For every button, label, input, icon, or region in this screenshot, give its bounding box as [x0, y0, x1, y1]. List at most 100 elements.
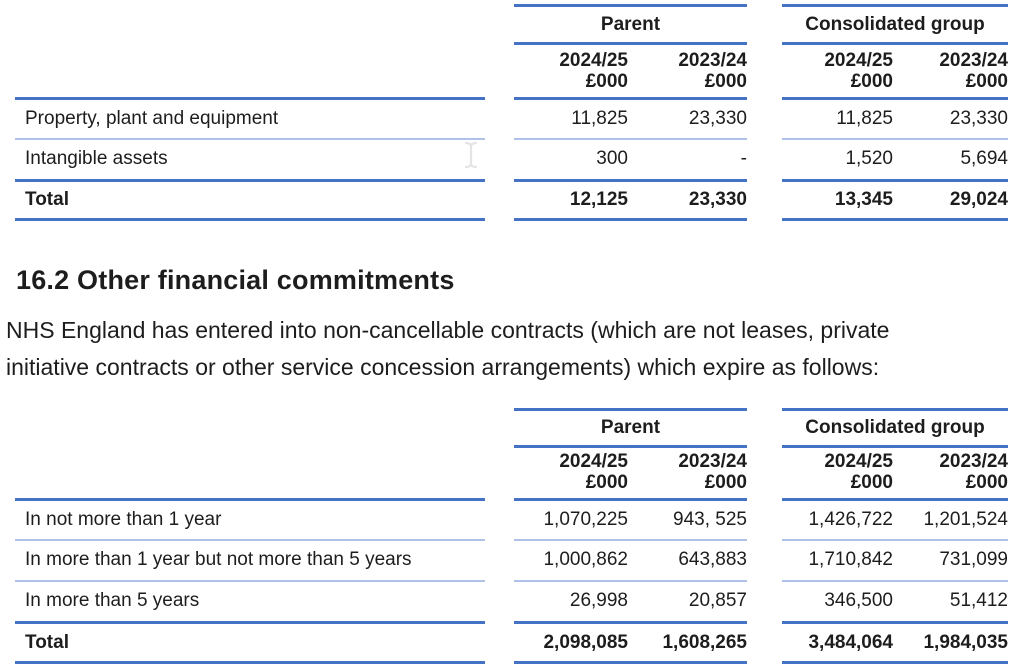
cell-value: 300 — [514, 138, 628, 182]
gap-spacer — [485, 623, 514, 663]
cell-value: 1,000,862 — [514, 539, 628, 582]
section-heading: 16.2 Other financial commitments — [16, 265, 455, 295]
gap-spacer — [485, 181, 514, 220]
gap-spacer — [747, 99, 782, 139]
stub-spacer — [15, 43, 485, 100]
gap-spacer — [747, 6, 782, 44]
year-label: 2024/25 — [559, 451, 628, 472]
gap-spacer — [485, 6, 514, 44]
total-row: Total 2,098,085 1,608,265 3,484,064 1,98… — [15, 622, 1008, 664]
cell-value: 1,070,225 — [514, 499, 628, 541]
cell-value: 943, 525 — [628, 499, 747, 541]
row-label: In more than 5 years — [15, 580, 485, 624]
total-value: 3,484,064 — [782, 622, 893, 664]
group-header-row: Parent Consolidated group — [15, 408, 1008, 448]
gap-spacer — [747, 581, 782, 623]
gap-spacer — [485, 44, 514, 99]
cell-value: - — [628, 138, 747, 182]
group-header-parent: Parent — [514, 4, 747, 45]
total-label: Total — [15, 622, 485, 664]
gap-spacer — [747, 623, 782, 663]
column-header-row: 2024/25 £000 2023/24 £000 2024/25 £000 2… — [15, 43, 1008, 100]
year-label: 2023/24 — [678, 451, 747, 472]
unit-label: £000 — [850, 472, 893, 493]
gap-spacer — [747, 44, 782, 99]
stub-spacer — [15, 446, 485, 501]
table-row: Property, plant and equipment 11,825 23,… — [15, 98, 1008, 140]
cell-value: 23,330 — [628, 98, 747, 140]
gap-spacer — [485, 581, 514, 623]
total-value: 1,608,265 — [628, 622, 747, 664]
year-label: 2024/25 — [824, 451, 893, 472]
column-header-group-prior: 2023/24 £000 — [893, 446, 1008, 501]
row-label: In more than 1 year but not more than 5 … — [15, 539, 485, 582]
total-value: 1,984,035 — [893, 622, 1008, 664]
group-header-consolidated: Consolidated group — [782, 4, 1008, 45]
gap-spacer — [747, 181, 782, 220]
gap-spacer — [485, 410, 514, 447]
gap-spacer — [485, 540, 514, 581]
gap-spacer — [485, 500, 514, 540]
cell-value: 51,412 — [893, 580, 1008, 624]
gap-spacer — [747, 540, 782, 581]
table-row: In more than 5 years 26,998 20,857 346,5… — [15, 580, 1008, 624]
total-value: 2,098,085 — [514, 622, 628, 664]
gap-spacer — [485, 99, 514, 139]
stub-spacer — [15, 410, 485, 447]
gap-spacer — [485, 447, 514, 500]
gap-spacer — [747, 139, 782, 181]
total-value: 23,330 — [628, 180, 747, 221]
total-row: Total 12,125 23,330 13,345 29,024 — [15, 180, 1008, 221]
cell-value: 1,520 — [782, 138, 893, 182]
cell-value: 731,099 — [893, 539, 1008, 582]
unit-label: £000 — [585, 71, 628, 92]
row-label: Property, plant and equipment — [15, 98, 485, 140]
gap-spacer — [485, 139, 514, 181]
other-financial-commitments-table: Parent Consolidated group 2024/25 £000 2… — [15, 408, 1008, 664]
cell-value: 1,426,722 — [782, 499, 893, 541]
column-header-row: 2024/25 £000 2023/24 £000 2024/25 £000 2… — [15, 446, 1008, 501]
table-row: In more than 1 year but not more than 5 … — [15, 539, 1008, 582]
row-label: Intangible assets — [15, 138, 485, 182]
group-header-consolidated: Consolidated group — [782, 408, 1008, 448]
stub-spacer — [15, 6, 485, 44]
cell-value: 346,500 — [782, 580, 893, 624]
total-value: 29,024 — [893, 180, 1008, 221]
cell-value: 26,998 — [514, 580, 628, 624]
column-header-group-current: 2024/25 £000 — [782, 446, 893, 501]
year-label: 2023/24 — [939, 50, 1008, 71]
unit-label: £000 — [965, 472, 1008, 493]
capital-commitments-table: Parent Consolidated group 2024/25 £000 2… — [15, 4, 1008, 221]
column-header-group-prior: 2023/24 £000 — [893, 43, 1008, 100]
column-header-group-current: 2024/25 £000 — [782, 43, 893, 100]
column-header-parent-prior: 2023/24 £000 — [628, 446, 747, 501]
paragraph-line: NHS England has entered into non-cancell… — [6, 317, 890, 343]
unit-label: £000 — [704, 71, 747, 92]
cell-value: 1,710,842 — [782, 539, 893, 582]
cell-value: 20,857 — [628, 580, 747, 624]
cell-value: 643,883 — [628, 539, 747, 582]
group-header-parent: Parent — [514, 408, 747, 448]
unit-label: £000 — [704, 472, 747, 493]
total-value: 13,345 — [782, 180, 893, 221]
unit-label: £000 — [585, 472, 628, 493]
unit-label: £000 — [850, 71, 893, 92]
column-header-parent-current: 2024/25 £000 — [514, 446, 628, 501]
paragraph-line: initiative contracts or other service co… — [6, 354, 880, 380]
body-paragraph: NHS England has entered into non-cancell… — [6, 312, 1024, 386]
table-row: Intangible assets 300 - 1,520 5,694 — [15, 138, 1008, 182]
row-label: In not more than 1 year — [15, 499, 485, 541]
column-header-parent-current: 2024/25 £000 — [514, 43, 628, 100]
cell-value: 11,825 — [782, 98, 893, 140]
group-header-row: Parent Consolidated group — [15, 4, 1008, 45]
gap-spacer — [747, 410, 782, 447]
gap-spacer — [747, 500, 782, 540]
total-value: 12,125 — [514, 180, 628, 221]
cell-value: 5,694 — [893, 138, 1008, 182]
year-label: 2023/24 — [939, 451, 1008, 472]
cell-value: 1,201,524 — [893, 499, 1008, 541]
gap-spacer — [747, 447, 782, 500]
table-row: In not more than 1 year 1,070,225 943, 5… — [15, 499, 1008, 541]
cell-value: 11,825 — [514, 98, 628, 140]
